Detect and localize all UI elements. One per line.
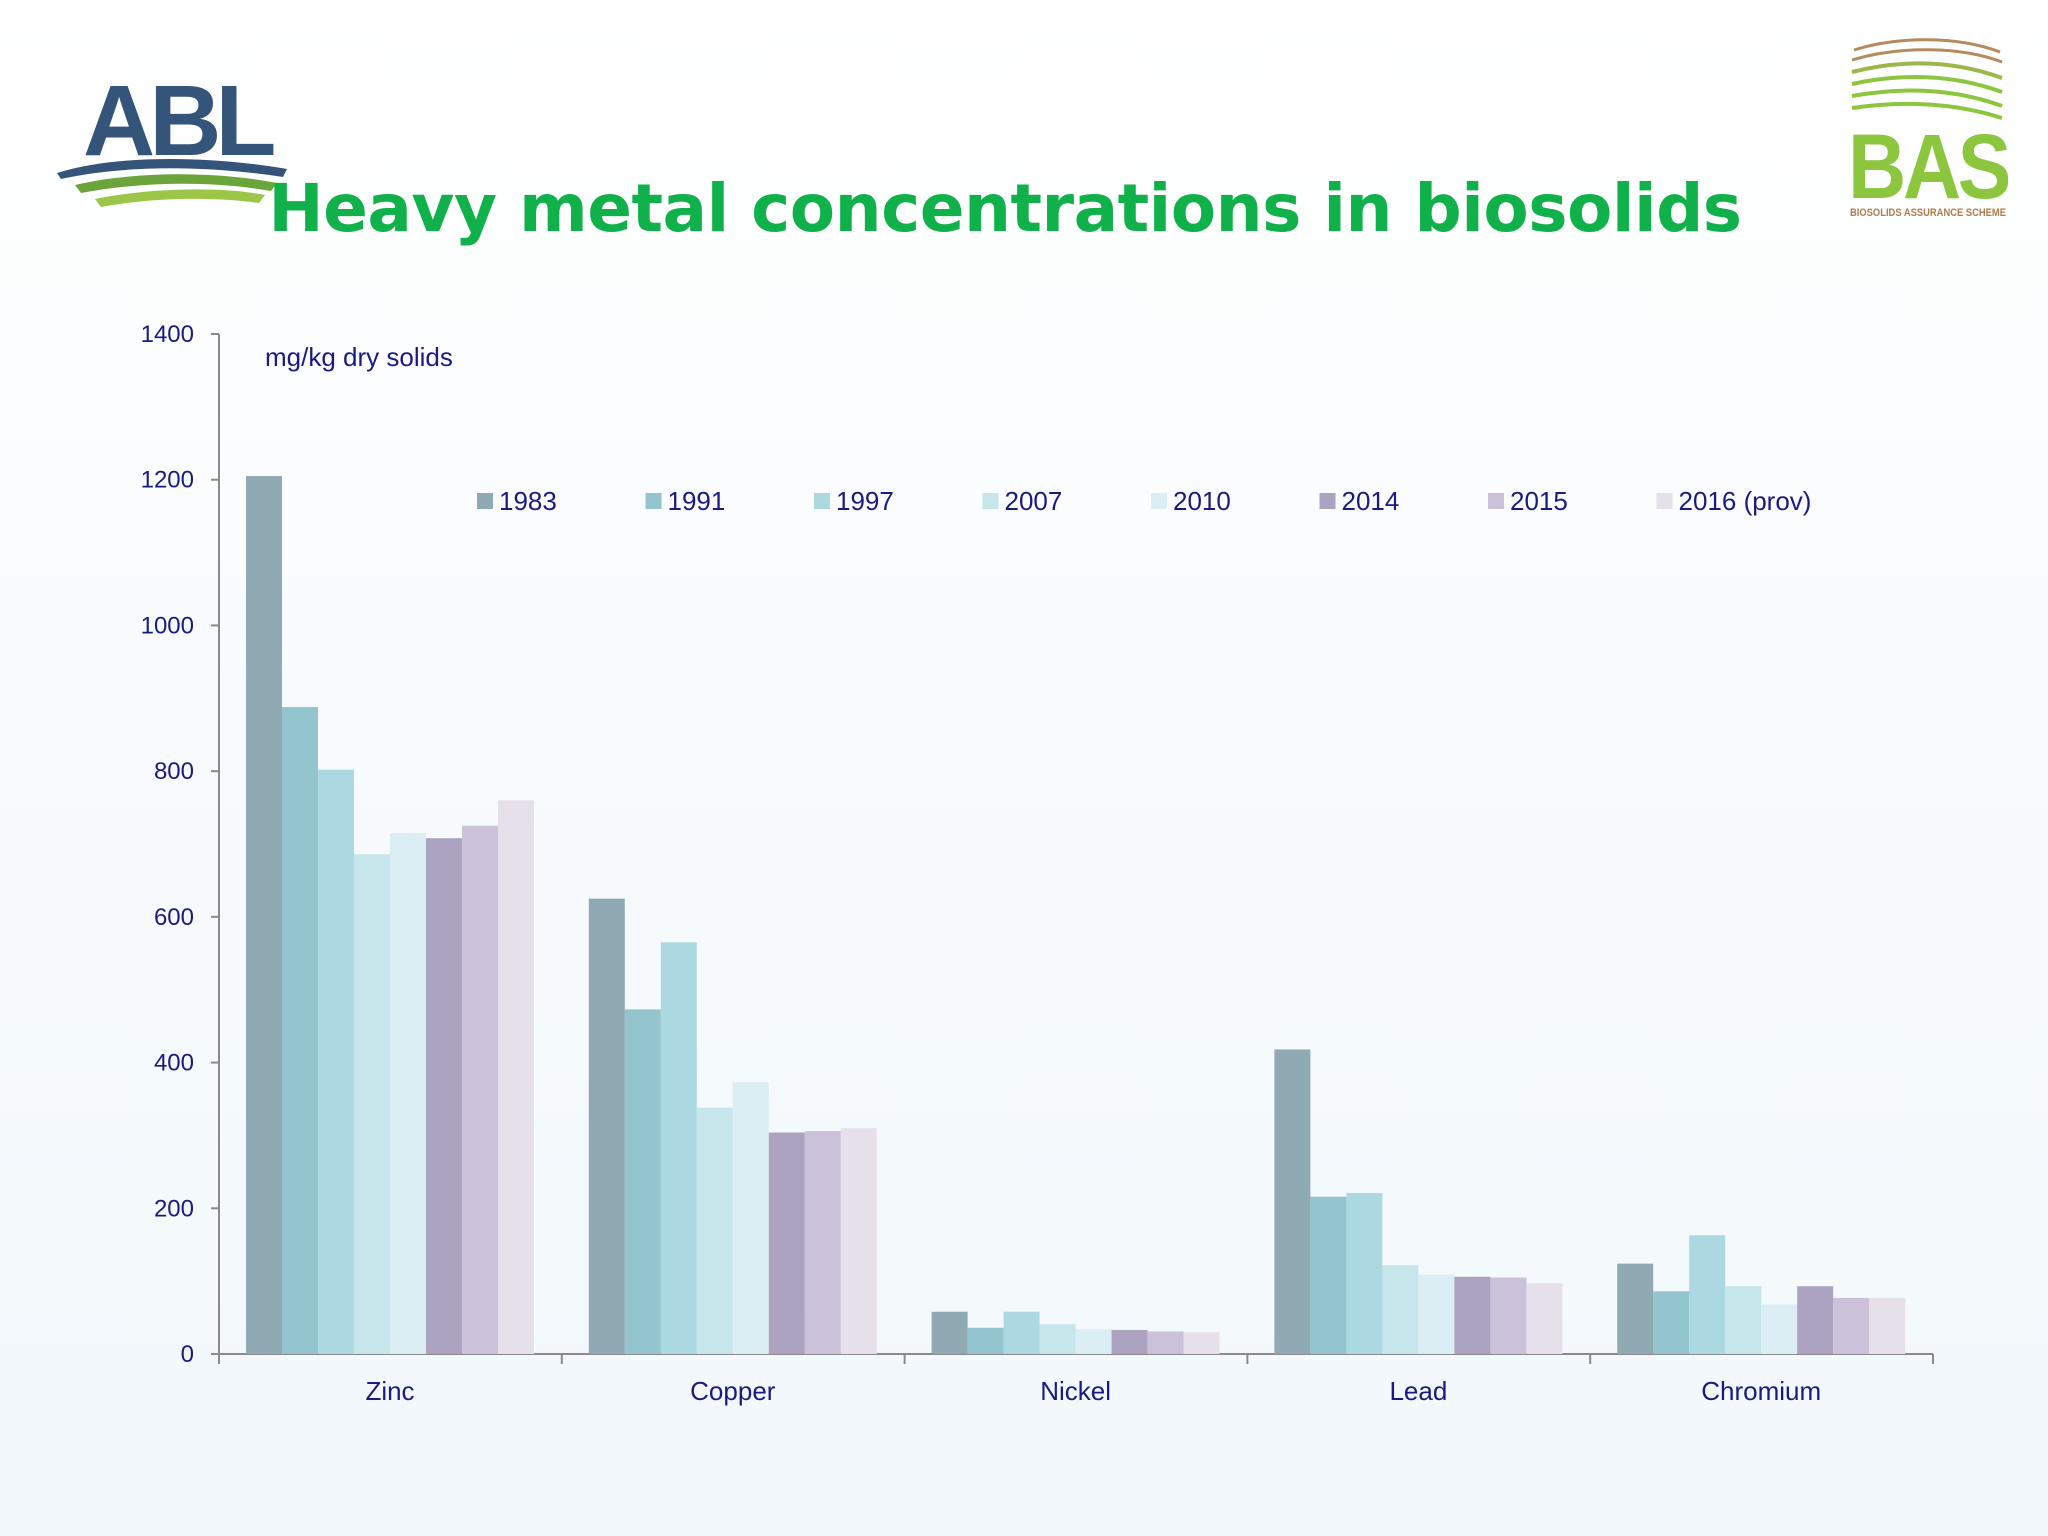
legend-label: 1997: [836, 486, 894, 516]
bar-zinc-1991: [282, 707, 318, 1354]
bar-zinc-2014: [426, 838, 462, 1354]
bar-lead-2007: [1382, 1265, 1419, 1354]
bar-copper-2015: [804, 1131, 841, 1354]
bar-chromium-2014: [1797, 1286, 1834, 1354]
bar-copper-2010: [732, 1082, 769, 1354]
legend-label: 2015: [1510, 486, 1568, 516]
x-category-label: Nickel: [1040, 1376, 1111, 1406]
abl-logo: ABL: [57, 65, 287, 207]
bar-zinc-2015: [462, 825, 498, 1354]
bar-zinc-2016prov: [498, 800, 534, 1354]
legend-label: 1991: [668, 486, 726, 516]
legend-swatch: [645, 493, 662, 509]
bar-chromium-2016prov: [1869, 1297, 1906, 1354]
chart-legend: 1983 1991 1997 2007 2010 2014 2015 2016 (prov): [477, 486, 1811, 516]
legend-swatch: [477, 493, 493, 509]
bar-chromium-2015: [1833, 1297, 1870, 1354]
bar-nickel-1997: [1003, 1311, 1040, 1354]
chart-bars: [246, 476, 1906, 1355]
legend-label: 2014: [1342, 486, 1400, 516]
bar-nickel-2007: [1039, 1324, 1076, 1354]
bar-nickel-1983: [931, 1311, 968, 1354]
bar-copper-2007: [696, 1107, 733, 1354]
bar-nickel-2010: [1075, 1329, 1112, 1354]
legend-label: 1983: [499, 486, 557, 516]
bar-chromium-1991: [1653, 1291, 1690, 1354]
bar-copper-2014: [768, 1132, 805, 1354]
legend-swatch: [1319, 493, 1336, 509]
legend-swatch: [1656, 493, 1673, 509]
bar-chromium-2007: [1725, 1286, 1762, 1354]
unit-label: mg/kg dry solids: [265, 342, 453, 372]
bar-lead-2015: [1490, 1277, 1527, 1354]
y-tick-label: 1400: [141, 321, 194, 348]
chart-axes: 0 200 400 600 800 1000 1200 1400 Zinc Copper Nicke…: [141, 321, 1934, 1406]
bas-logo: BAS BIOSOLIDS ASSURANCE SCHEME: [1848, 38, 2008, 219]
x-category-label: Copper: [690, 1376, 776, 1406]
bar-nickel-2014: [1111, 1329, 1148, 1354]
y-tick-label: 600: [154, 904, 194, 931]
legend-label: 2016 (prov): [1679, 486, 1812, 516]
bar-lead-2016prov: [1526, 1283, 1563, 1354]
bar-zinc-1997: [318, 769, 354, 1354]
legend-swatch: [982, 493, 999, 509]
legend-swatch: [814, 493, 830, 509]
y-tick-label: 1200: [141, 467, 194, 494]
bar-zinc-2007: [354, 854, 390, 1354]
x-category-label: Lead: [1389, 1376, 1447, 1406]
bar-chromium-1997: [1689, 1235, 1726, 1354]
y-tick-label: 1000: [141, 612, 194, 639]
y-tick-label: 200: [154, 1195, 194, 1222]
bar-zinc-1983: [246, 476, 282, 1355]
bar-chromium-1983: [1617, 1263, 1654, 1354]
bar-lead-2014: [1454, 1276, 1491, 1354]
bar-lead-1997: [1346, 1192, 1383, 1354]
bar-chromium-2010: [1761, 1304, 1798, 1354]
legend-swatch: [1151, 493, 1167, 509]
bar-lead-1991: [1310, 1196, 1347, 1354]
bar-nickel-2016prov: [1183, 1332, 1220, 1354]
svg-text:BAS: BAS: [1848, 116, 2008, 218]
bar-lead-1983: [1274, 1049, 1311, 1354]
bar-lead-2010: [1418, 1274, 1455, 1354]
y-tick-label: 0: [181, 1341, 194, 1368]
page-title: Heavy metal concentrations in biosolids: [268, 170, 1742, 247]
bar-nickel-2015: [1147, 1331, 1184, 1354]
svg-text:BIOSOLIDS ASSURANCE SCHEME: BIOSOLIDS ASSURANCE SCHEME: [1850, 207, 2006, 219]
bar-zinc-2010: [390, 833, 426, 1354]
x-category-label: Chromium: [1701, 1376, 1821, 1406]
bar-nickel-1991: [967, 1327, 1004, 1354]
bar-copper-1997: [660, 942, 697, 1354]
y-tick-label: 800: [154, 758, 194, 785]
legend-swatch: [1488, 493, 1504, 509]
legend-label: 2007: [1005, 486, 1063, 516]
bar-copper-1983: [588, 898, 625, 1354]
bar-copper-1991: [624, 1009, 661, 1354]
legend-label: 2010: [1173, 486, 1231, 516]
bar-copper-2016prov: [840, 1128, 877, 1354]
x-category-label: Zinc: [365, 1376, 414, 1406]
y-tick-label: 400: [154, 1050, 194, 1077]
svg-text:ABL: ABL: [83, 65, 274, 177]
